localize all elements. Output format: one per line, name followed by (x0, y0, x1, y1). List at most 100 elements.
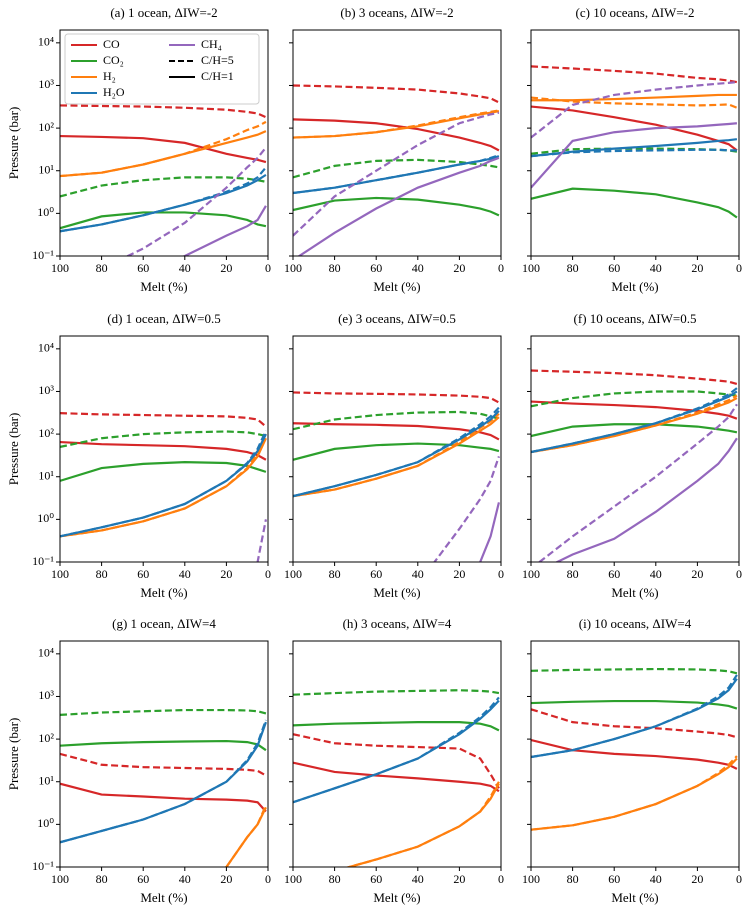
line (531, 93, 737, 102)
legend-label: CO (103, 37, 120, 51)
legend-label: CH₄ (201, 37, 222, 51)
x-tick-label: 20 (691, 567, 703, 581)
y-tick-label: 10¹ (38, 773, 54, 787)
panel-title: (g) 1 ocean, ΔIW=4 (112, 616, 216, 631)
panel-title: (c) 10 oceans, ΔIW=-2 (576, 5, 695, 20)
line (293, 158, 500, 179)
x-axis-label: Melt (%) (373, 890, 420, 905)
panel: (b) 3 oceans, ΔIW=-2 100 80 60 40 20 0 Melt (%) (284, 5, 504, 294)
x-tick-label: 0 (498, 261, 504, 275)
line (60, 211, 267, 230)
line (60, 782, 267, 813)
x-tick-label: 20 (453, 567, 465, 581)
line (60, 104, 267, 119)
line (293, 109, 500, 139)
x-tick-label: 40 (650, 567, 662, 581)
panel-title: (a) 1 ocean, ΔIW=-2 (110, 5, 217, 20)
line (531, 423, 738, 438)
line (60, 461, 267, 482)
x-tick-label: 40 (179, 567, 191, 581)
plot-frame (292, 640, 502, 868)
x-axis-label: Melt (%) (373, 585, 420, 600)
y-axis-label: Pressure (bar) (6, 718, 21, 791)
x-tick-label: 60 (137, 261, 149, 275)
line (293, 733, 500, 789)
x-tick-label: 40 (650, 872, 662, 886)
line (293, 416, 500, 498)
line (60, 437, 267, 538)
y-tick-label: 10¹ (38, 468, 54, 482)
y-tick-label: 10⁰ (37, 816, 54, 830)
line (433, 456, 500, 562)
panel-title: (d) 1 ocean, ΔIW=0.5 (107, 311, 221, 326)
x-tick-label: 80 (96, 261, 108, 275)
line (345, 783, 500, 867)
panel-title: (f) 10 oceans, ΔIW=0.5 (574, 311, 697, 326)
line (531, 80, 738, 139)
line (293, 196, 500, 217)
x-tick-label: 20 (691, 872, 703, 886)
line (60, 120, 267, 178)
x-tick-label: 20 (691, 261, 703, 275)
line (60, 719, 267, 844)
x-tick-label: 40 (412, 872, 424, 886)
line (224, 806, 267, 867)
line (293, 155, 500, 195)
x-tick-label: 0 (736, 872, 742, 886)
line (293, 410, 500, 431)
x-tick-label: 60 (137, 567, 149, 581)
x-tick-label: 60 (608, 567, 620, 581)
x-axis-label: Melt (%) (140, 585, 187, 600)
line (293, 391, 500, 404)
series-group (60, 412, 267, 562)
line (60, 173, 267, 233)
legend-label: H₂O (103, 85, 125, 99)
line (531, 699, 738, 710)
x-axis-label: Melt (%) (611, 585, 658, 600)
line (531, 105, 738, 152)
line (60, 721, 267, 844)
x-tick-label: 60 (370, 261, 382, 275)
line (293, 699, 500, 804)
series-group (60, 708, 267, 867)
x-tick-label: 60 (137, 872, 149, 886)
y-tick-label: 10² (38, 731, 54, 745)
x-tick-label: 0 (498, 872, 504, 886)
x-axis-label: Melt (%) (373, 279, 420, 294)
line (531, 708, 738, 739)
legend-label: CO₂ (103, 53, 124, 67)
line (531, 394, 738, 454)
series-group (531, 667, 738, 831)
x-axis-label: Melt (%) (140, 890, 187, 905)
line (60, 412, 267, 428)
x-tick-label: 100 (51, 567, 69, 581)
line (60, 430, 267, 538)
line (531, 390, 738, 454)
line (293, 422, 500, 441)
panel: (f) 10 oceans, ΔIW=0.5 100 80 60 40 20 0 Melt (… (522, 311, 742, 600)
line (293, 111, 500, 237)
y-tick-label: 10³ (38, 688, 54, 702)
x-tick-label: 100 (284, 567, 302, 581)
line (60, 708, 267, 716)
x-tick-label: 0 (265, 872, 271, 886)
x-tick-label: 0 (265, 261, 271, 275)
x-tick-label: 100 (284, 261, 302, 275)
y-tick-label: 10¹ (38, 162, 54, 176)
line (60, 440, 267, 461)
line (531, 369, 738, 386)
y-tick-label: 10⁰ (37, 511, 54, 525)
x-tick-label: 80 (567, 261, 579, 275)
line (531, 674, 738, 759)
y-tick-label: 10⁴ (38, 341, 54, 355)
line (293, 696, 500, 804)
legend-label: H₂ (103, 69, 116, 83)
x-tick-label: 40 (412, 261, 424, 275)
x-tick-label: 80 (329, 872, 341, 886)
line (60, 166, 267, 233)
line (293, 761, 500, 793)
x-tick-label: 100 (284, 872, 302, 886)
line (531, 96, 738, 109)
panel: (e) 3 oceans, ΔIW=0.5 100 80 60 40 20 0 Melt (%… (284, 311, 504, 600)
